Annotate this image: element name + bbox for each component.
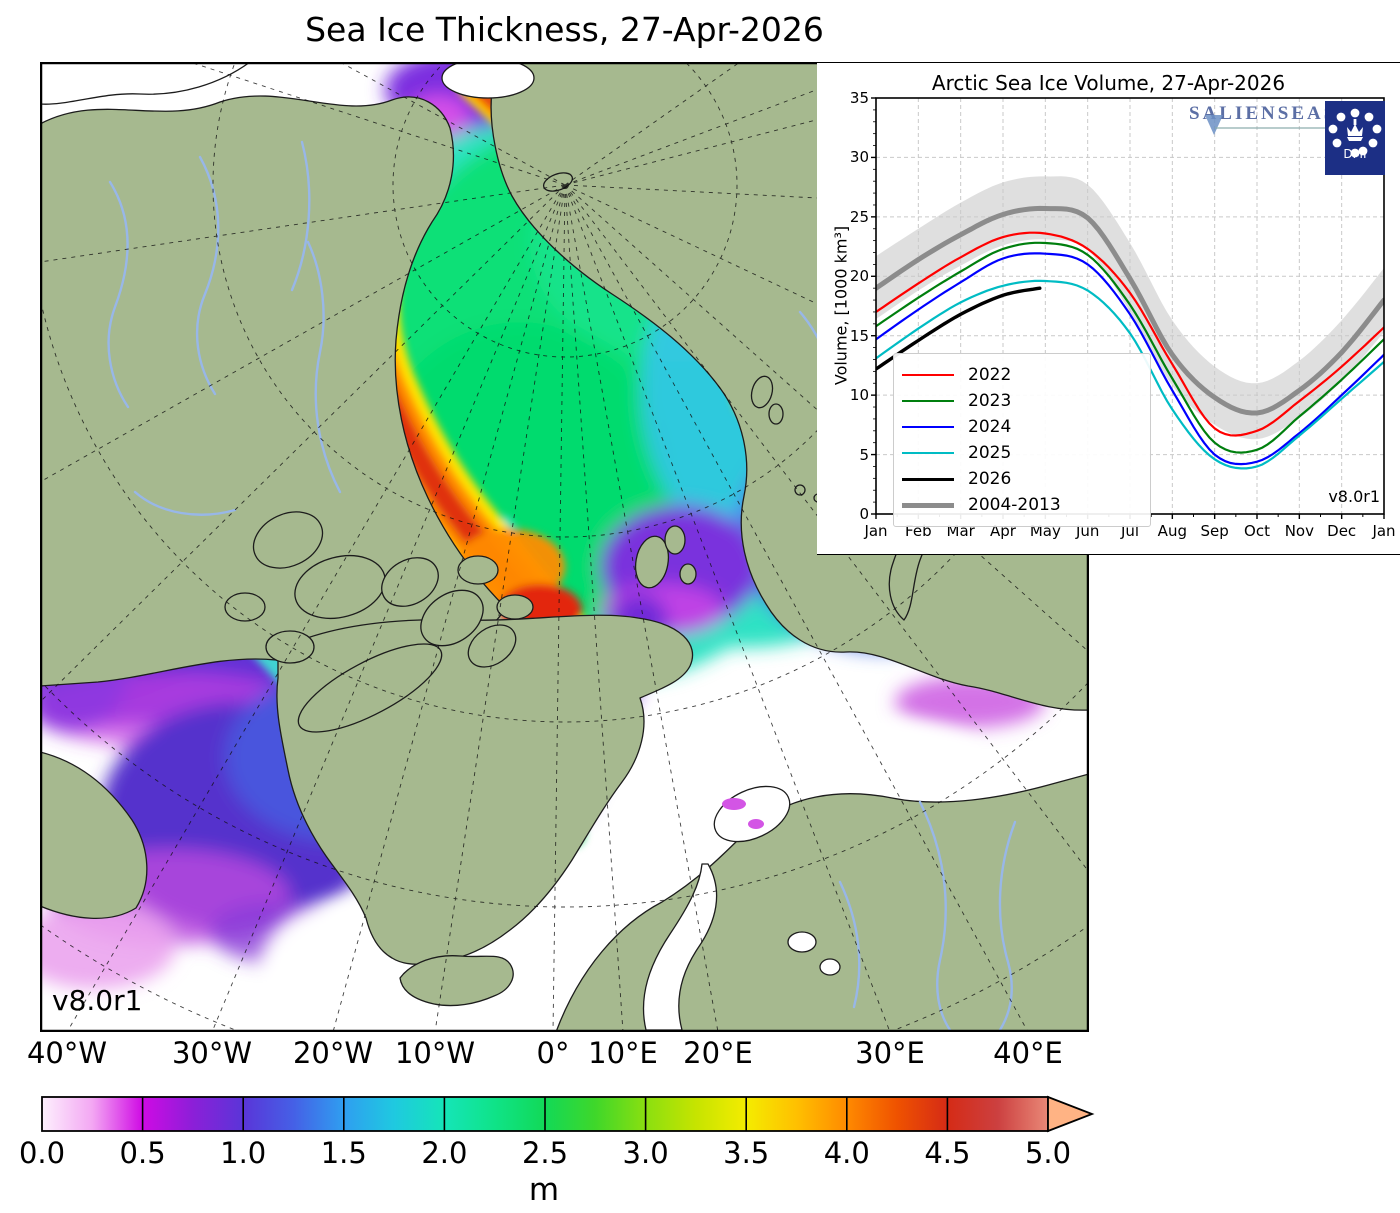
- legend-item: 2023: [902, 388, 1140, 414]
- map-longitude-label: 40°W: [26, 1036, 108, 1070]
- legend-item: 2022: [902, 362, 1140, 388]
- map-version-label: v8.0r1: [52, 984, 143, 1017]
- series-2024: [876, 252, 1384, 466]
- colorbar-tick-label: 4.0: [823, 1136, 870, 1170]
- legend-item: 2024: [902, 414, 1140, 440]
- x-tick-label: Jan: [1372, 522, 1396, 540]
- colorbar-tick-label: 1.5: [320, 1136, 367, 1170]
- climatology-band: [876, 176, 1384, 440]
- legend-label: 2022: [968, 365, 1012, 385]
- x-tick-label: Sep: [1200, 522, 1229, 540]
- land-svalbard: [634, 535, 670, 589]
- map-longitude-label: 20°E: [683, 1036, 753, 1070]
- y-tick-label: 0: [859, 505, 869, 523]
- dmi-crown-icon: [1328, 108, 1382, 158]
- sea-ice-volume-inset: Arctic Sea Ice Volume, 27-Apr-2026 Volum…: [817, 62, 1400, 555]
- meridian-line: [339, 62, 566, 186]
- y-tick-label: 30: [849, 148, 869, 167]
- colorbar-tick-label: 5.0: [1024, 1136, 1072, 1170]
- colorbar-tick-label: 3.0: [622, 1136, 669, 1170]
- meridian-line: [40, 184, 566, 263]
- colorbar-tick-labels: 0.0 0.5 1.0 1.5 2.0 2.5 3.0 3.5 4.0 4.5 5.0: [0, 1136, 1120, 1174]
- inset-version-label: v8.0r1: [1328, 487, 1380, 506]
- colorbar-tick-label: 0.0: [18, 1136, 66, 1170]
- colorbar-ticks: [141, 1097, 949, 1131]
- legend-label: 2023: [968, 391, 1012, 411]
- dmi-logo: DMI: [1325, 101, 1385, 175]
- legend-swatch: [902, 477, 954, 481]
- legend-label: 2025: [968, 443, 1012, 463]
- white-sea-ice: [722, 798, 764, 829]
- y-tick-label: 10: [849, 386, 869, 405]
- meridian-line: [564, 184, 1089, 873]
- x-tick-label: Oct: [1244, 522, 1270, 540]
- legend-item: 2026: [902, 466, 1140, 492]
- meridian-line: [564, 62, 741, 186]
- meridian-line: [211, 184, 566, 1032]
- legend-label: 2024: [968, 417, 1012, 437]
- map-longitude-axis: 40°W 30°W 20°W 10°W 0° 10°E 20°E 30°E 40°E: [27, 1036, 1100, 1076]
- colorbar-tick-label: 2.0: [421, 1136, 468, 1170]
- sea-notch: [441, 62, 535, 99]
- colorbar-tick-label: 3.5: [723, 1136, 770, 1170]
- meridian-line: [564, 184, 891, 1032]
- meridian-line: [40, 184, 566, 703]
- land-iceland: [399, 955, 514, 1007]
- x-tick-label: Dec: [1327, 522, 1357, 540]
- inset-chart-title: Arctic Sea Ice Volume, 27-Apr-2026: [931, 71, 1286, 95]
- x-tick-label: Nov: [1284, 522, 1314, 540]
- land-labrador: [40, 751, 148, 920]
- meridian-line: [332, 184, 566, 1032]
- legend-swatch: [902, 426, 954, 428]
- colorbar-tick-label: 1.0: [220, 1136, 267, 1170]
- meridian-line: [66, 184, 566, 1032]
- map-longitude-label: 30°W: [171, 1036, 253, 1070]
- x-tick-label: Aug: [1157, 522, 1187, 540]
- legend-swatch: [902, 452, 954, 454]
- legend-swatch: [902, 374, 954, 376]
- meridian-line: [564, 184, 1029, 1032]
- y-tick-label: 35: [849, 89, 869, 107]
- sea-corner: [40, 62, 251, 105]
- colorbar-arrow: [1047, 1095, 1095, 1133]
- meridian-line: [564, 62, 892, 186]
- salienseas-logo: SALIENSEAS: [1189, 103, 1338, 124]
- map-longitude-label: 10°E: [588, 1036, 658, 1070]
- legend-item: 2004-2013: [902, 492, 1140, 518]
- series-2022: [876, 231, 1384, 437]
- map-longitude-label: 10°W: [394, 1036, 476, 1070]
- series-2023: [876, 241, 1384, 454]
- chart-legend: 2022 2023 2024 2025 2026 2004-2013: [893, 353, 1151, 527]
- colorbar-tick-label: 0.5: [119, 1136, 166, 1170]
- x-tick-label: Jan: [864, 522, 888, 540]
- legend-swatch: [902, 400, 954, 402]
- map-longitude-label: 30°E: [855, 1036, 925, 1070]
- salienseas-arrow-icon: [1205, 115, 1223, 135]
- y-tick-label: 20: [849, 267, 869, 286]
- chart-curves: [876, 176, 1384, 470]
- colorbar-svg: [41, 1095, 1095, 1133]
- page-title: Sea Ice Thickness, 27-Apr-2026: [305, 10, 824, 49]
- colorbar-unit-label: m: [528, 1172, 560, 1208]
- y-tick-label: 5: [859, 445, 869, 464]
- legend-label: 2004-2013: [968, 495, 1061, 515]
- series-2004-2013: [876, 205, 1384, 416]
- latitude-circle: [392, 62, 738, 358]
- colorbar-tick-label: 4.5: [924, 1136, 971, 1170]
- legend-item: 2025: [902, 440, 1140, 466]
- legend-swatch: [902, 502, 954, 508]
- map-longitude-label: 0°: [536, 1036, 570, 1070]
- y-tick-label: 25: [849, 207, 869, 226]
- legend-label: 2026: [968, 469, 1012, 489]
- map-longitude-label: 40°E: [993, 1036, 1063, 1070]
- latitude-circle: [40, 679, 1089, 908]
- series-2026: [876, 286, 1042, 371]
- salienseas-tagline-line: [1215, 127, 1325, 129]
- series-2025: [876, 279, 1384, 470]
- thickness-colorbar: [0, 1090, 1120, 1140]
- colorbar-tick-label: 2.5: [521, 1136, 569, 1170]
- y-tick-label: 15: [849, 326, 869, 345]
- map-longitude-label: 20°W: [292, 1036, 374, 1070]
